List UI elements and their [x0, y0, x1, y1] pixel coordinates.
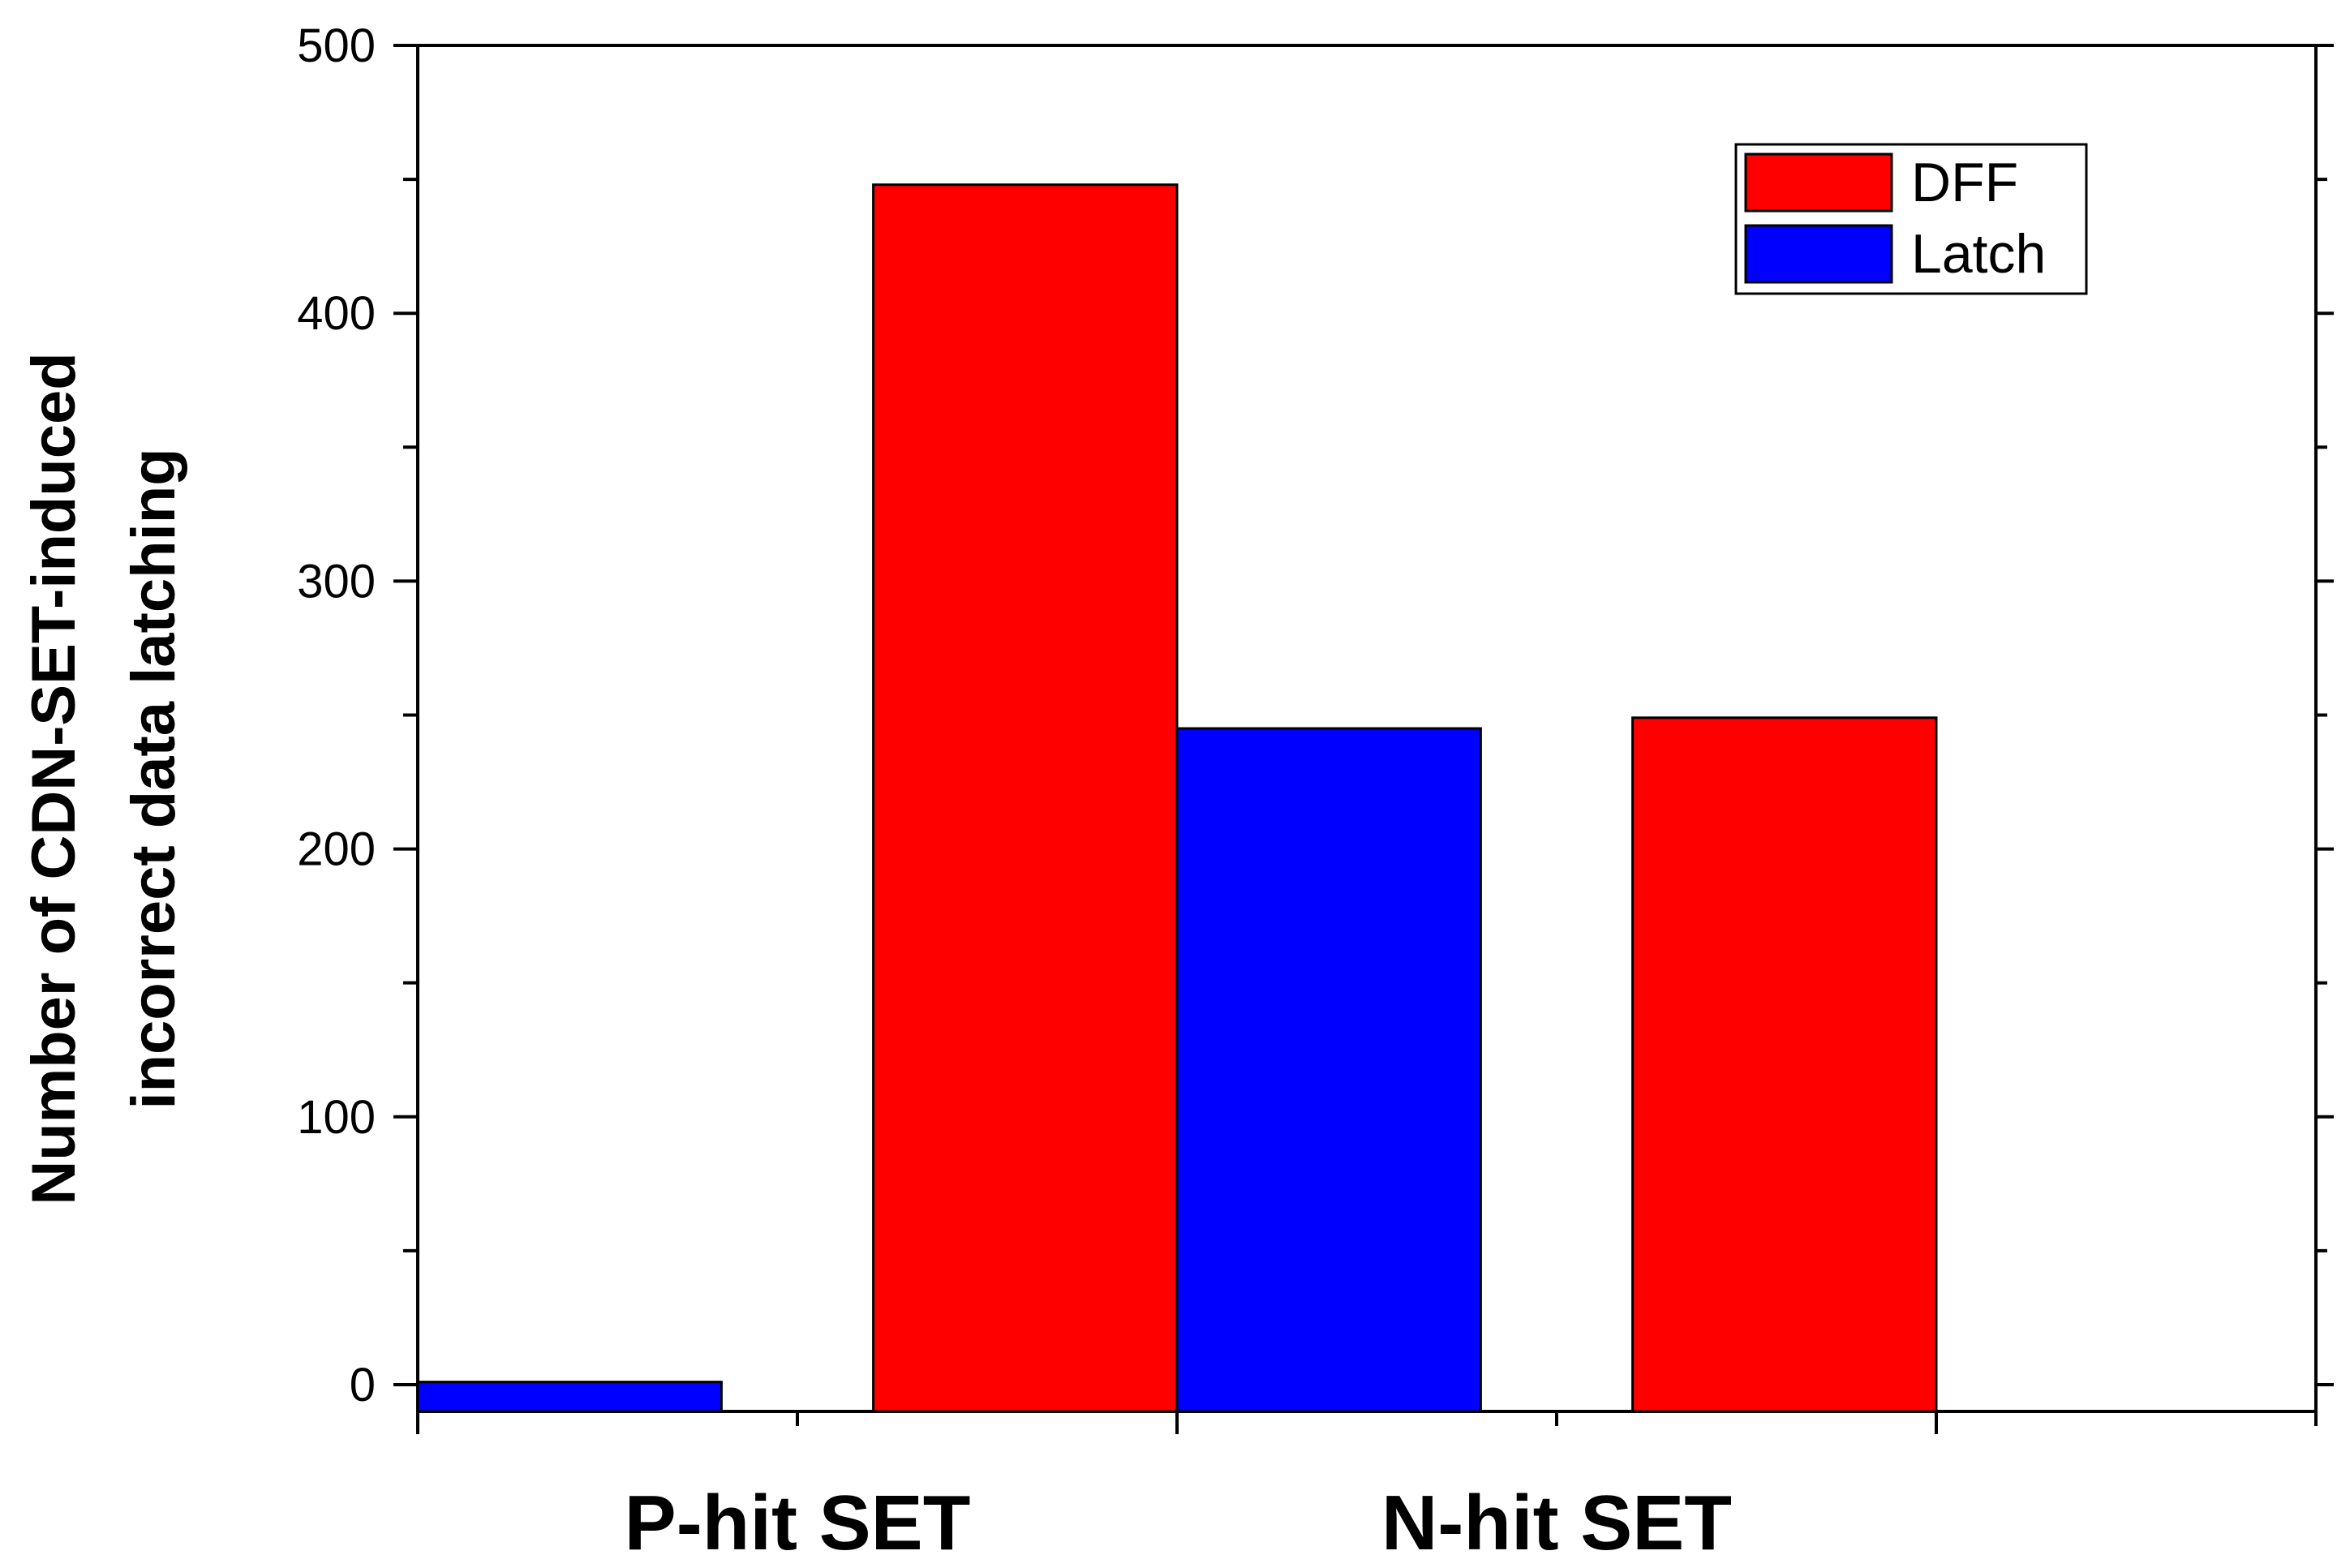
legend-label-latch: Latch	[1911, 223, 2046, 285]
bars	[416, 183, 1938, 1413]
y-tick-label: 500	[297, 19, 376, 72]
y-axis-title: Number of CDN-SET-induced incorrect data…	[19, 352, 188, 1205]
legend-swatch-latch	[1744, 224, 1893, 284]
bar-latch-n-hit-set	[1175, 727, 1482, 1413]
bar-dff-n-hit-set	[1631, 716, 1938, 1413]
x-axis-ticks: P-hit SET N-hit SET	[416, 1411, 2318, 1566]
legend-label-dff: DFF	[1911, 152, 2018, 213]
legend-swatch-dff	[1744, 153, 1893, 213]
y-tick-label: 200	[297, 823, 376, 876]
x-category-label: N-hit SET	[1381, 1480, 1732, 1566]
y-axis-title-line-1: Number of CDN-SET-induced	[19, 352, 88, 1205]
y-tick-label: 0	[350, 1359, 376, 1411]
y-tick-label: 300	[297, 555, 376, 608]
y-tick-label: 400	[297, 287, 376, 340]
bar-dff-p-hit-set	[872, 183, 1179, 1413]
plot-area: 0 100 200 300 400 500 P-hit SET N-hit SET	[297, 19, 2334, 1566]
y-tick-label: 100	[297, 1091, 376, 1144]
legend: DFF Latch	[1734, 143, 2088, 295]
bar-latch-p-hit-set	[416, 1381, 723, 1413]
y-axis-title-line-2: incorrect data latching	[119, 448, 188, 1109]
x-category-label: P-hit SET	[625, 1480, 971, 1566]
y-axis-ticks: 0 100 200 300 400 500	[297, 19, 2334, 1411]
